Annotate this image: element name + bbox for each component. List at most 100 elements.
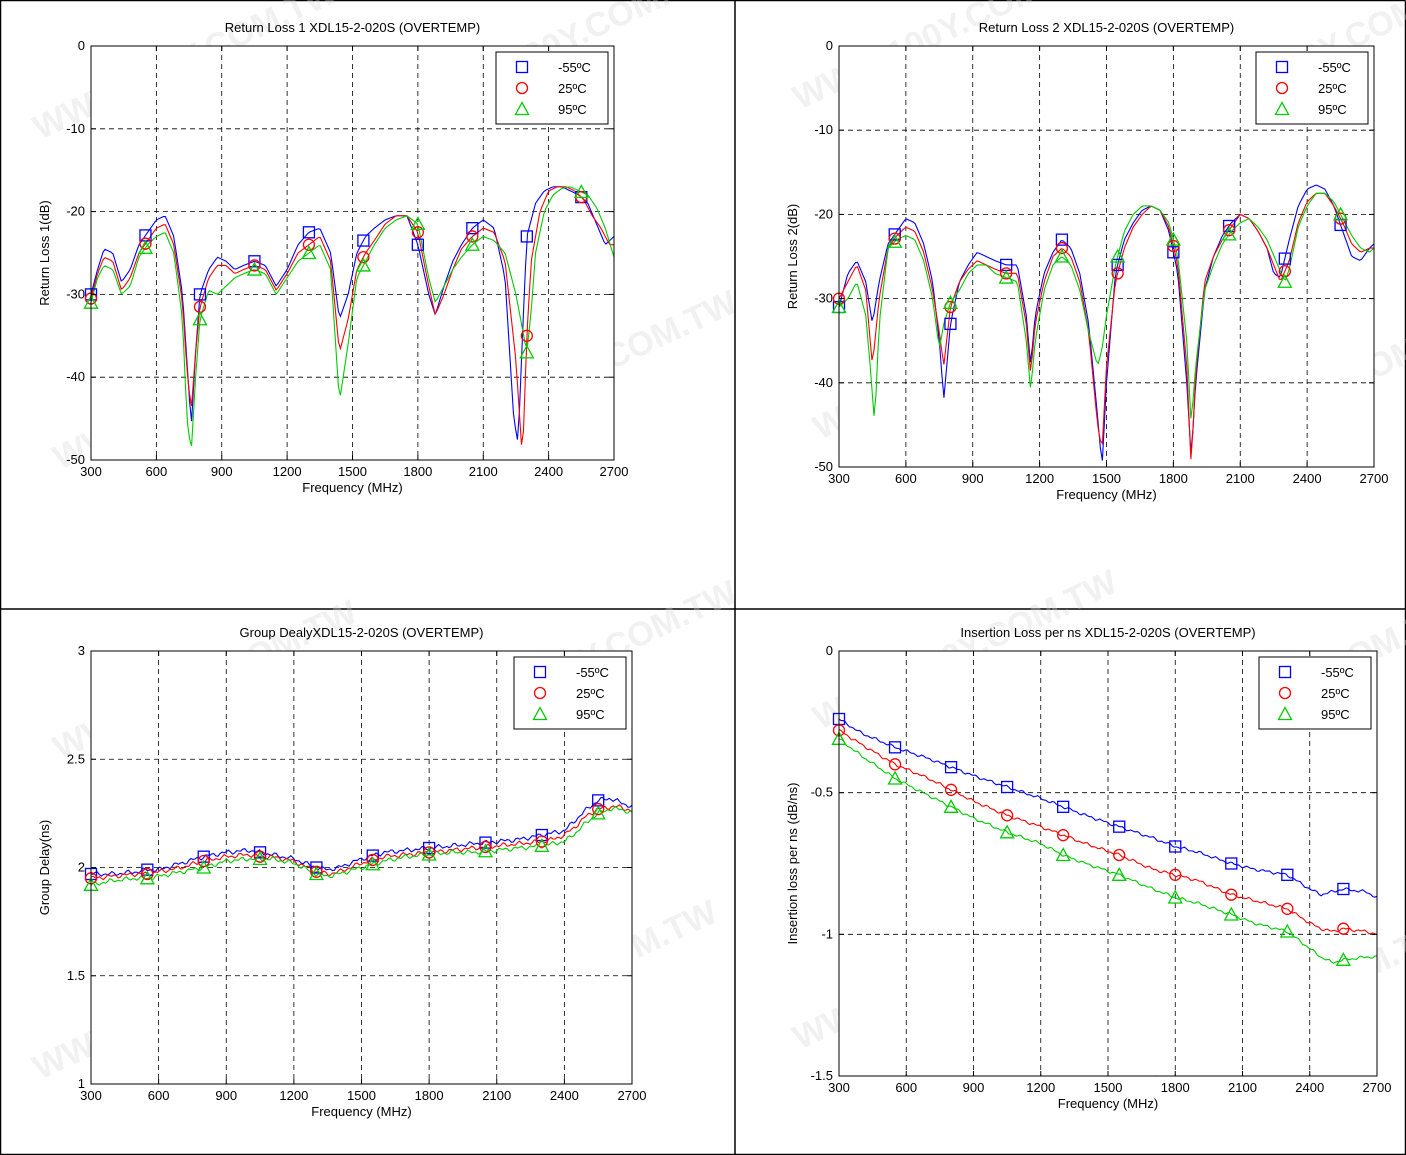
series-markers-3 (831, 730, 1351, 966)
marker-square (366, 849, 379, 862)
marker-square (253, 846, 267, 859)
marker-triangle (246, 261, 263, 276)
marker-triangle (355, 257, 371, 272)
x-tick-label: 2700 (1363, 1080, 1392, 1095)
marker-square (520, 230, 533, 243)
marker-square (193, 288, 207, 301)
chart-2: 300 600 900 1200 1500 1800 2100 2400 2700 0 -10 -20… (785, 20, 1388, 502)
legend-label: 25ºC (576, 686, 605, 701)
marker-square (479, 836, 492, 849)
y-tick-label: 0 (826, 643, 833, 658)
y-tick-label: -50 (814, 459, 833, 474)
marker-triangle (943, 798, 959, 813)
marker-triangle (365, 856, 381, 871)
chart-title: Return Loss 2 XDL15-2-020S (OVERTEMP) (979, 20, 1235, 35)
marker-circle (533, 686, 547, 700)
x-tick-label: 2400 (1293, 471, 1322, 486)
marker-triangle (1332, 206, 1349, 221)
marker-triangle (1223, 906, 1239, 921)
marker-triangle (519, 344, 535, 359)
marker-circle (1111, 267, 1124, 280)
marker-square (1337, 882, 1350, 896)
y-tick-label: 0 (826, 38, 833, 53)
chart-4: 300 600 900 1200 1500 1800 2100 2400 2700 0 -0.5 -1… (785, 625, 1391, 1111)
series-markers-2 (832, 724, 1350, 935)
marker-square (1000, 780, 1014, 794)
x-tick-label: 1800 (1159, 471, 1188, 486)
x-axis-label: Frequency (MHz) (311, 1104, 411, 1119)
x-tick-label: 1200 (1025, 471, 1054, 486)
series-line-1 (838, 184, 1375, 461)
legend-box (495, 51, 609, 125)
marker-circle (1000, 267, 1013, 280)
series-markers-3 (83, 805, 606, 891)
x-tick-label: 900 (211, 464, 233, 479)
legend-label: 95ºC (1318, 102, 1347, 117)
legend-label: 95ºC (576, 707, 605, 722)
chart-title: Insertion Loss per ns XDL15-2-020S (OVER… (960, 625, 1255, 640)
x-tick-label: 600 (148, 1088, 170, 1103)
chart-3: 300 600 900 1200 1500 1800 2100 2400 2700 1 1.5 2 2.… (37, 625, 646, 1119)
x-tick-label: 900 (962, 471, 984, 486)
marker-triangle (301, 245, 317, 260)
marker-triangle (410, 216, 426, 231)
marker-square (302, 226, 316, 239)
marker-triangle (421, 846, 437, 861)
marker-triangle (1277, 706, 1293, 721)
marker-square (888, 228, 901, 241)
marker-triangle (534, 837, 550, 852)
legend-label: 25ºC (558, 81, 587, 96)
x-axis-label: Frequency (MHz) (302, 480, 402, 495)
legend: -55ºC 25ºC 95ºC (513, 656, 627, 730)
legend: -55ºC 25ºC 95ºC (1258, 656, 1372, 730)
marker-circle (197, 854, 210, 868)
marker-triangle (252, 850, 268, 865)
series-line-1 (838, 718, 1378, 898)
marker-circle (1278, 686, 1292, 700)
y-tick-label: 0 (78, 38, 85, 53)
marker-square (1169, 840, 1182, 853)
legend-label: -55ºC (576, 665, 609, 680)
x-tick-label: 900 (963, 1080, 985, 1095)
marker-square (1281, 868, 1294, 881)
x-tick-label: 1200 (279, 1088, 308, 1103)
series-line-3 (838, 192, 1375, 419)
y-axis-label: Insertion loss per ns (dB/ns) (785, 783, 800, 945)
x-tick-label: 1500 (1092, 471, 1121, 486)
y-axis-label: Return Loss 1(dB) (37, 200, 52, 306)
marker-triangle (998, 269, 1014, 284)
y-tick-label: -20 (66, 204, 85, 219)
marker-triangle (1277, 273, 1293, 288)
marker-square (1057, 800, 1070, 813)
series-line-1 (90, 186, 615, 440)
x-tick-label: 600 (895, 471, 917, 486)
marker-triangle (1055, 847, 1071, 862)
legend-box (513, 656, 627, 730)
marker-triangle (1167, 889, 1183, 904)
marker-triangle (464, 236, 480, 251)
marker-square (411, 238, 425, 251)
x-tick-label: 900 (215, 1088, 237, 1103)
marker-square (1225, 857, 1238, 870)
marker-square (533, 665, 547, 679)
marker-triangle (139, 870, 155, 885)
marker-square (141, 863, 154, 876)
x-tick-label: 1800 (403, 464, 432, 479)
y-axis-label: Group Delay(ns) (37, 820, 52, 915)
legend: -55ºC 25ºC 95ºC (1255, 51, 1369, 125)
marker-circle (466, 230, 479, 243)
x-tick-label: 1500 (347, 1088, 376, 1103)
marker-triangle (1111, 866, 1127, 881)
chart-1: 300 600 900 1200 1500 1800 2100 2400 2700 0 -10 -20… (37, 20, 628, 495)
series-line-2 (838, 728, 1378, 935)
marker-triangle (1221, 226, 1237, 241)
x-tick-label: 300 (828, 471, 850, 486)
legend-label: -55ºC (1318, 60, 1351, 75)
chart-title: Group DealyXDL15-2-020S (OVERTEMP) (240, 625, 484, 640)
marker-triangle (573, 184, 589, 199)
marker-circle (302, 238, 316, 251)
x-tick-label: 600 (146, 464, 168, 479)
legend-box (1258, 656, 1372, 730)
